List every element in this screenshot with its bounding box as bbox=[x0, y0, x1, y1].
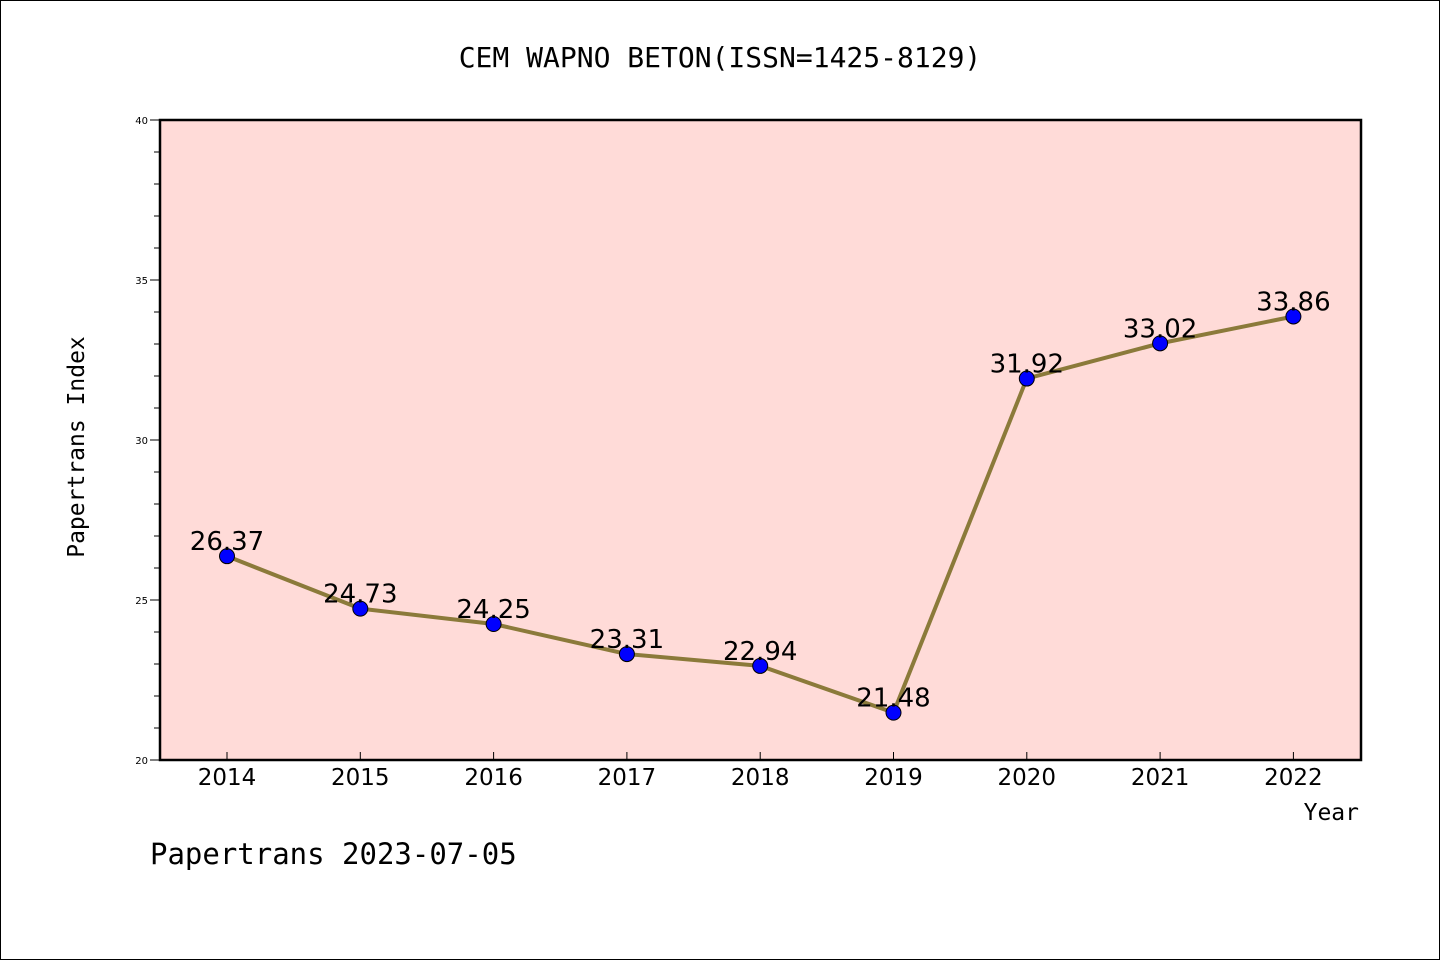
series-layer: 26.37 24.73 24.25 23.31 22.94 21.48 31.92 33.02… bbox=[190, 287, 1331, 721]
data-point bbox=[885, 704, 902, 721]
data-point bbox=[1285, 308, 1302, 325]
x-tick-label: 2015 bbox=[331, 765, 390, 791]
data-label: 26.37 bbox=[190, 527, 264, 557]
x-tick-label: 2014 bbox=[198, 765, 257, 791]
y-tick-label: 35 bbox=[135, 276, 148, 287]
plot-area bbox=[160, 120, 1361, 760]
data-point bbox=[618, 646, 635, 663]
data-point bbox=[352, 600, 369, 617]
data-point bbox=[1018, 370, 1035, 387]
x-tick-label: 2017 bbox=[598, 765, 657, 791]
data-label: 23.31 bbox=[590, 625, 664, 655]
data-label: 24.73 bbox=[323, 580, 397, 610]
plot-border bbox=[158, 118, 1363, 762]
x-tick-label: 2022 bbox=[1264, 765, 1323, 791]
data-label: 31.92 bbox=[990, 350, 1064, 380]
data-point bbox=[752, 657, 769, 674]
x-tick-label: 2021 bbox=[1131, 765, 1190, 791]
data-label: 33.86 bbox=[1256, 287, 1330, 317]
data-label: 33.02 bbox=[1123, 314, 1197, 344]
x-tick-label: 2018 bbox=[731, 765, 790, 791]
y-tick-label: 30 bbox=[135, 436, 148, 447]
data-label: 21.48 bbox=[856, 684, 930, 714]
data-point bbox=[485, 616, 502, 632]
x-tick-label: 2016 bbox=[464, 765, 523, 791]
footer-credit: Papertrans 2023-07-05 bbox=[150, 837, 517, 871]
x-tick-label: 2020 bbox=[998, 765, 1057, 791]
y-axis-ticks: 20 25 30 35 40 bbox=[135, 116, 160, 767]
data-point bbox=[1152, 335, 1169, 352]
x-axis-title: Year bbox=[1304, 800, 1359, 826]
data-label: 22.94 bbox=[723, 637, 797, 667]
y-tick-label: 20 bbox=[135, 756, 148, 767]
y-tick-label: 40 bbox=[135, 116, 148, 127]
y-axis-title: Papertrans Index bbox=[64, 336, 90, 558]
x-axis-ticks: 2014 2015 2016 2017 2018 2019 2020 2021 2022 bbox=[198, 752, 1323, 791]
x-tick-label: 2019 bbox=[864, 765, 923, 791]
data-label: 24.25 bbox=[456, 595, 530, 625]
chart-title: CEM WAPNO BETON(ISSN=1425-8129) bbox=[459, 41, 982, 74]
data-point bbox=[219, 548, 235, 565]
y-tick-label: 25 bbox=[135, 596, 148, 607]
